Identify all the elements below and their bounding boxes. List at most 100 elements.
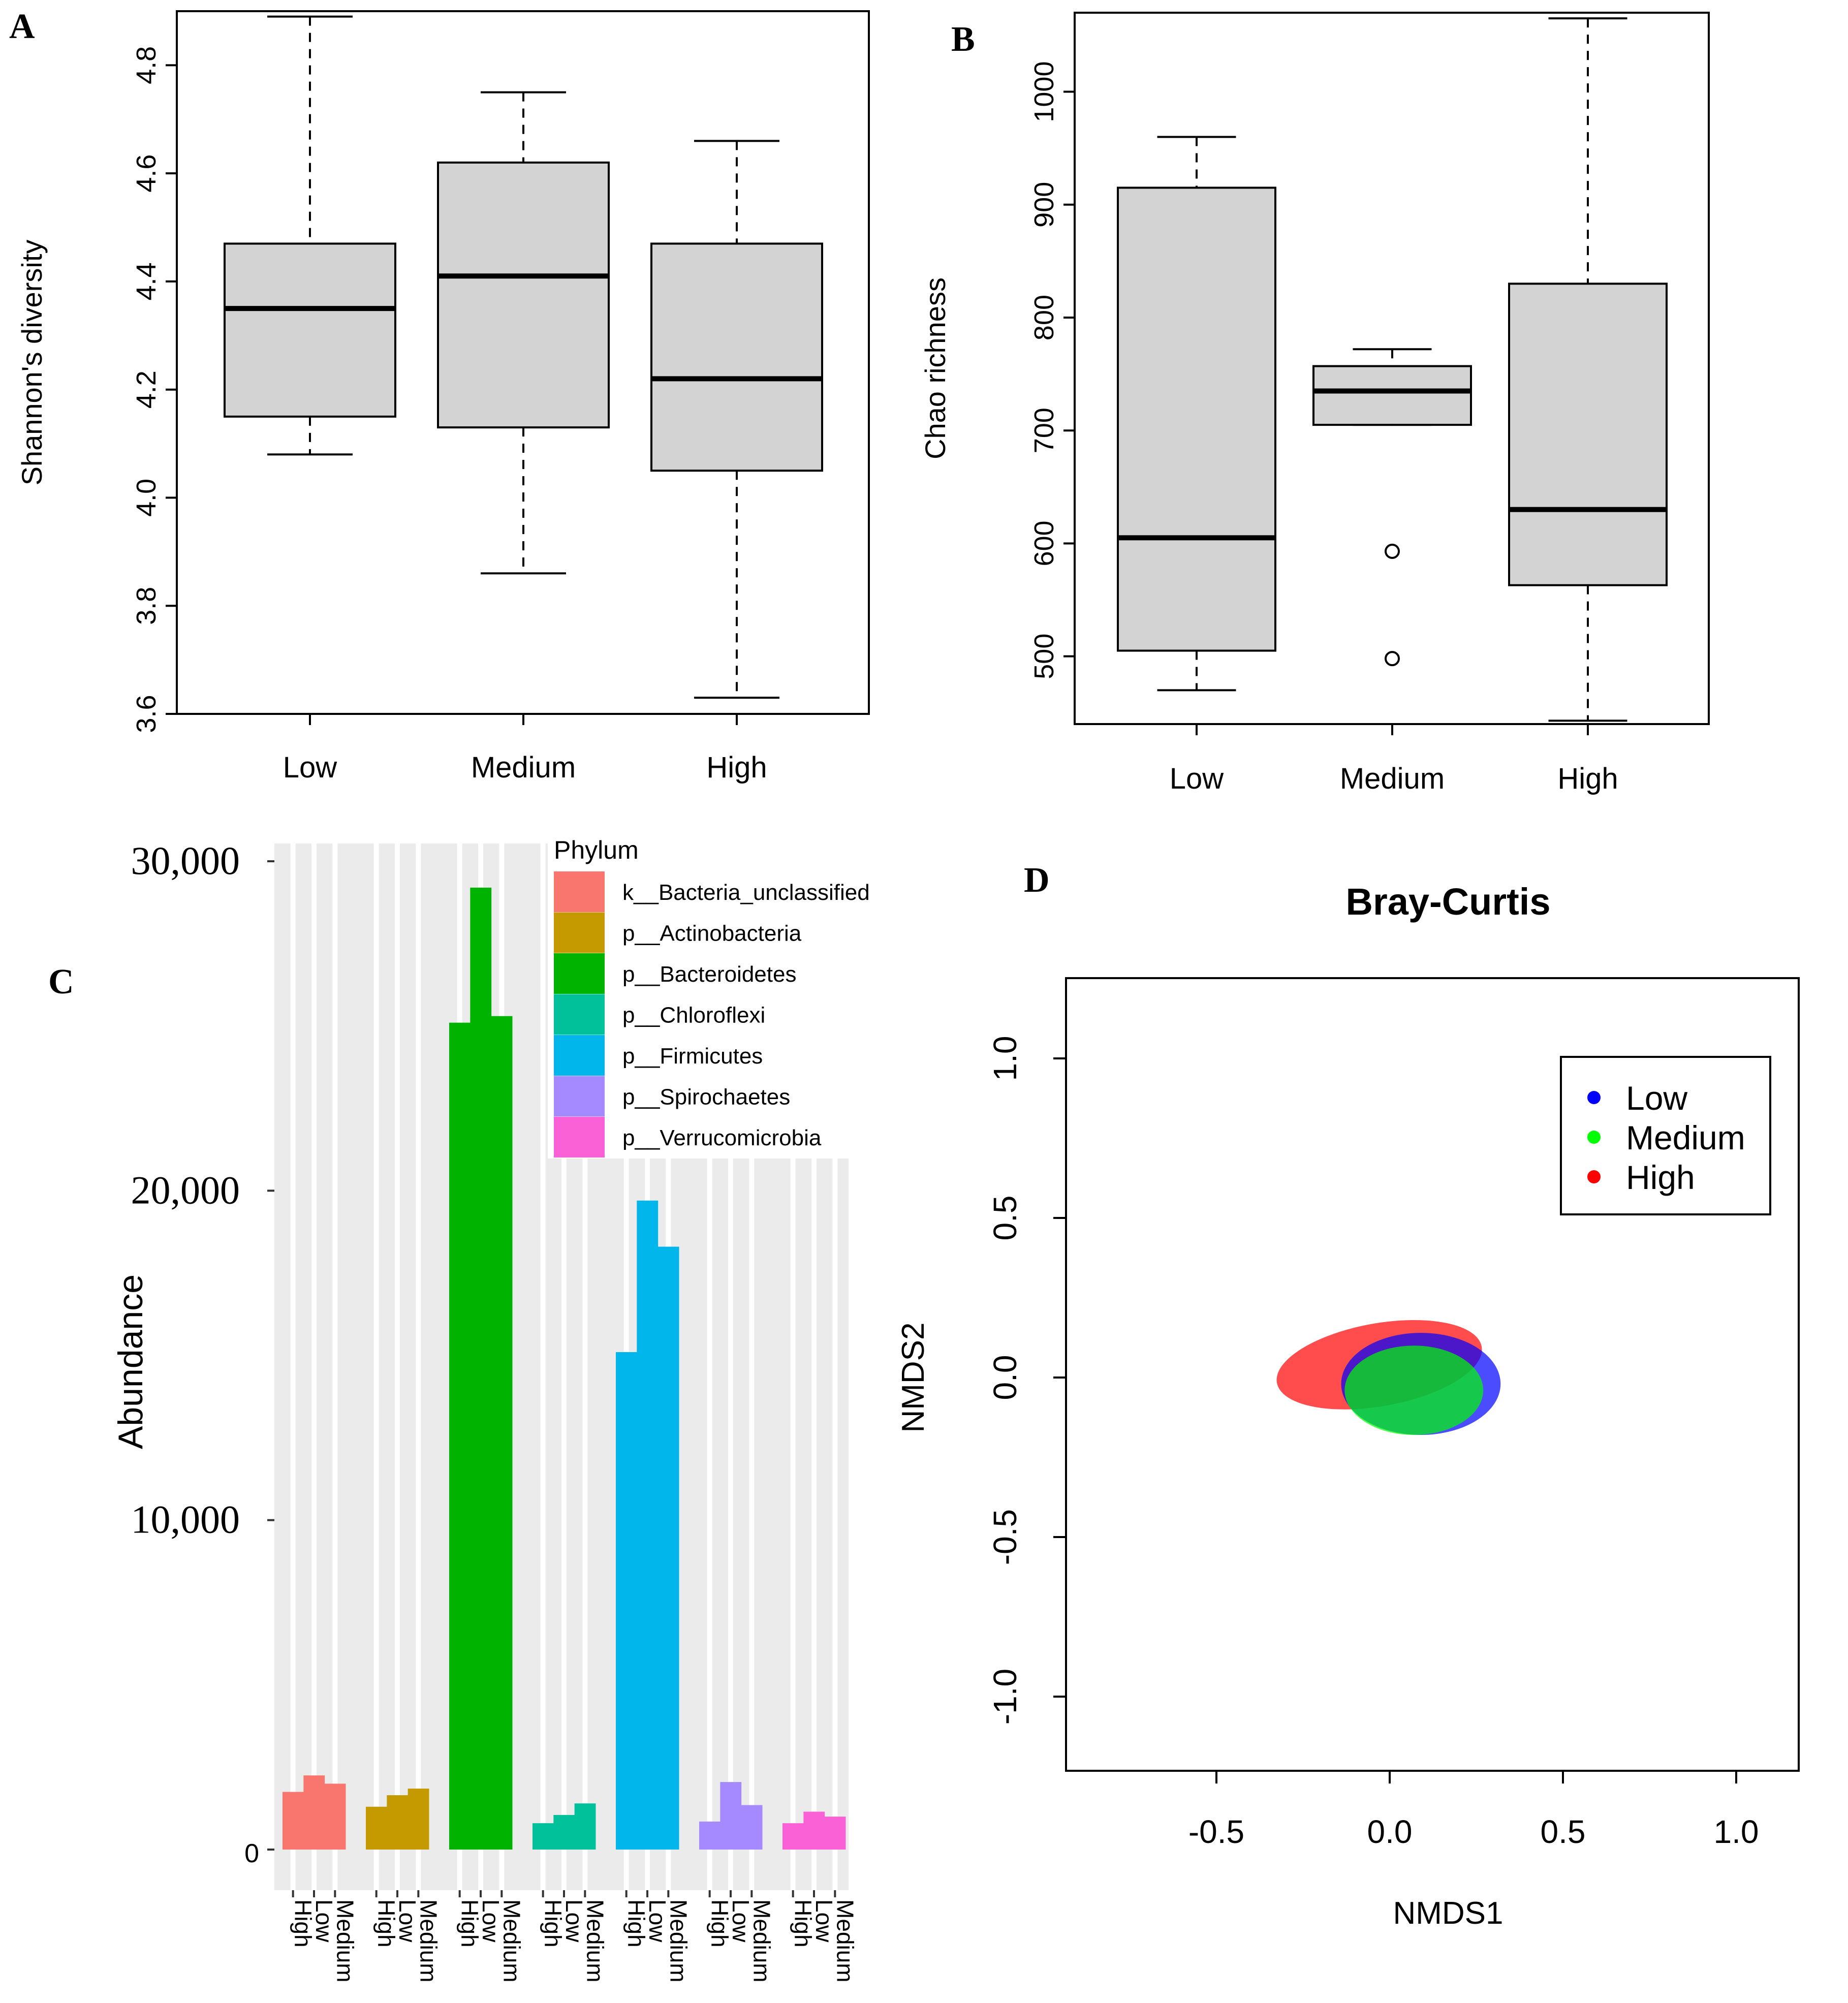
y-tick-label: -1.0 xyxy=(987,1669,1023,1725)
y-tick-label: 10,000 xyxy=(131,1497,240,1542)
y-tick-label: 1.0 xyxy=(987,1036,1023,1081)
bar-p__Actinobacteria-Medium xyxy=(408,1789,429,1850)
panel-label-c: C xyxy=(48,962,74,1002)
x-tick-label: Low xyxy=(728,1899,754,1943)
chao-richness-boxplot: 500 600 700 800 900 1000 Chao richness Low Mediu… xyxy=(919,12,1710,795)
x-tick-label: High xyxy=(457,1899,483,1948)
x-tick-label: Medium xyxy=(1340,762,1445,795)
legend-label: p__Chloroflexi xyxy=(622,1003,765,1028)
y-tick-label: 4.0 xyxy=(131,479,162,517)
y-tick-label: 1000 xyxy=(1029,61,1059,122)
outlier-point xyxy=(1385,651,1400,667)
bar-p__Firmicutes-High xyxy=(616,1352,637,1850)
y-tick-label: 0 xyxy=(244,1839,259,1868)
bar-p__Chloroflexi-High xyxy=(533,1823,554,1850)
x-tick-label: Medium xyxy=(332,1899,358,1983)
y-tick-label: 3.8 xyxy=(131,587,162,625)
x-tick-label: Low xyxy=(478,1899,504,1943)
x-tick-label: Low xyxy=(394,1899,421,1943)
x-tick-label: High xyxy=(1557,762,1618,795)
bar-p__Spirochaetes-Medium xyxy=(741,1805,763,1850)
x-tick-label: High xyxy=(540,1899,567,1948)
y-axis-title: Chao richness xyxy=(919,277,951,459)
y-tick-label: 900 xyxy=(1029,182,1059,228)
legend-label: Medium xyxy=(1626,1119,1745,1156)
bar-p__Actinobacteria-High xyxy=(366,1806,387,1850)
x-tick-label: Medium xyxy=(832,1899,858,1983)
bar-p__Firmicutes-Medium xyxy=(657,1246,679,1850)
y-tick-label: 500 xyxy=(1029,634,1059,679)
x-tick-label: Low xyxy=(644,1899,671,1943)
x-tick-label: Medium xyxy=(582,1899,608,1983)
legend-swatch xyxy=(554,1117,605,1157)
x-tick-label: High xyxy=(290,1899,317,1948)
box-high xyxy=(1508,283,1668,586)
y-tick-label: 4.2 xyxy=(131,370,162,409)
y-tick-label: 4.6 xyxy=(131,154,162,193)
y-axis-title: Shannon's diversity xyxy=(16,240,48,486)
box-high xyxy=(650,242,823,472)
x-tick-label: Low xyxy=(1170,762,1225,795)
x-tick-label: Low xyxy=(311,1899,337,1943)
y-tick-label: 4.8 xyxy=(131,46,162,84)
bar-p__Actinobacteria-Low xyxy=(387,1795,409,1850)
legend-label: p__Actinobacteria xyxy=(622,921,802,946)
x-tick-label: 0.5 xyxy=(1541,1813,1586,1850)
ellipse-medium xyxy=(1344,1345,1484,1435)
legend-swatch xyxy=(554,912,605,953)
y-axis-title: NMDS2 xyxy=(896,1322,931,1432)
y-tick-label: 700 xyxy=(1029,408,1059,453)
x-tick-label: Medium xyxy=(415,1899,442,1983)
legend-label: k__Bacteria_unclassified xyxy=(622,880,870,905)
x-tick-label: -0.5 xyxy=(1188,1813,1244,1850)
x-tick-label: Low xyxy=(561,1899,587,1943)
legend-label: p__Verrucomicrobia xyxy=(622,1125,822,1150)
x-tick-label: High xyxy=(623,1899,650,1948)
y-tick-label: 4.4 xyxy=(131,262,162,300)
x-tick-label: Medium xyxy=(748,1899,775,1983)
box-low xyxy=(224,242,396,418)
y-tick-label: -0.5 xyxy=(987,1509,1023,1565)
legend-swatch xyxy=(554,871,605,912)
legend-marker xyxy=(1587,1091,1601,1104)
x-tick-label: High xyxy=(373,1899,400,1948)
box-medium xyxy=(1312,365,1472,426)
x-tick-label: 1.0 xyxy=(1714,1813,1759,1850)
legend-marker xyxy=(1587,1170,1601,1183)
box-low xyxy=(1117,186,1276,652)
panel-label-d: D xyxy=(1024,861,1050,900)
x-tick-label: Low xyxy=(811,1899,837,1943)
bar-k__Bacteria_unclassified-Medium xyxy=(324,1783,346,1850)
legend-marker xyxy=(1587,1131,1601,1144)
legend-swatch xyxy=(554,1076,605,1117)
x-tick-label: Low xyxy=(283,751,338,784)
chart-title: Bray-Curtis xyxy=(1346,881,1551,923)
y-tick-label: 0.0 xyxy=(987,1355,1023,1400)
x-tick-label: Medium xyxy=(498,1899,525,1983)
bar-p__Verrucomicrobia-High xyxy=(782,1823,804,1850)
legend-label: p__Spirochaetes xyxy=(622,1085,790,1110)
bar-p__Verrucomicrobia-Low xyxy=(803,1811,825,1850)
bray-curtis-nmds-plot: Bray-Curtis -0.5 0.0 0.5 1.0 NMDS1 -1.0 -0.5 0.0… xyxy=(896,881,1800,1931)
bar-p__Chloroflexi-Low xyxy=(553,1814,575,1850)
outlier-point xyxy=(1385,544,1400,559)
panel-label-a: A xyxy=(9,7,35,46)
bar-p__Spirochaetes-High xyxy=(699,1821,721,1850)
shannon-diversity-boxplot: 3.6 3.8 4.0 4.2 4.4 4.6 4.8 Shannon's diversity… xyxy=(16,10,870,784)
x-tick-label: Medium xyxy=(471,751,576,784)
bar-p__Chloroflexi-Medium xyxy=(574,1803,596,1850)
bar-p__Bacteroidetes-Low xyxy=(470,887,492,1850)
x-tick-label: Medium xyxy=(665,1899,692,1983)
y-axis-title: Abundance xyxy=(111,1274,150,1449)
legend-swatch xyxy=(554,1035,605,1076)
bar-p__Bacteroidetes-Medium xyxy=(491,1016,513,1850)
bar-p__Bacteroidetes-High xyxy=(449,1022,471,1850)
legend-swatch xyxy=(554,994,605,1035)
bar-k__Bacteria_unclassified-Low xyxy=(303,1775,325,1850)
box-medium xyxy=(437,161,610,429)
bar-p__Verrucomicrobia-Medium xyxy=(824,1817,846,1850)
legend-label: Low xyxy=(1626,1079,1687,1117)
x-axis-title: NMDS1 xyxy=(1393,1896,1503,1931)
